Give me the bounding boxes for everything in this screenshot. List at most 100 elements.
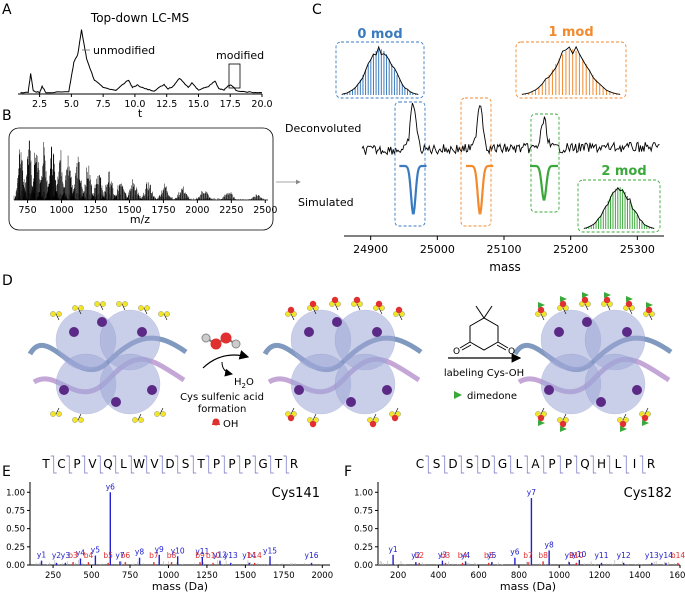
sulfenic-oh bbox=[375, 300, 383, 308]
ion-label-b10: b10 bbox=[206, 551, 221, 560]
chart-a-xtick-label: 17.5 bbox=[220, 99, 241, 110]
y-tick-label: 0.75 bbox=[354, 506, 373, 516]
sulfenic-oh bbox=[537, 414, 545, 422]
chart-b-xtick-label: 1750 bbox=[151, 205, 175, 216]
x-tick-label: 1600 bbox=[669, 571, 685, 581]
sulfur-atom bbox=[50, 311, 56, 317]
sulfenic-oh bbox=[287, 414, 295, 422]
x-tick-label: 1750 bbox=[273, 571, 295, 581]
ion-label-y1: y1 bbox=[37, 551, 46, 560]
sequence-residue: R bbox=[290, 457, 298, 471]
cleavage-marker bbox=[159, 455, 166, 474]
ion-label-y16: y16 bbox=[305, 551, 319, 560]
sulfur-atom bbox=[138, 305, 144, 311]
step2-caption: labeling Cys-OH bbox=[444, 368, 524, 379]
inset-1mod-label: 1 mod bbox=[548, 25, 593, 40]
isotope-envelope bbox=[341, 45, 419, 95]
cleavage-marker bbox=[557, 455, 564, 474]
chart-c-xtick-label: 24900 bbox=[353, 243, 388, 256]
ion-label-y14: y14 bbox=[242, 551, 256, 560]
x-tick-label: 400 bbox=[430, 571, 446, 581]
chart-a-xtick-label: 5.0 bbox=[64, 99, 79, 110]
inset-2mod-frame bbox=[577, 179, 661, 233]
cleavage-marker bbox=[190, 455, 197, 474]
ion-label-y2: y2 bbox=[411, 551, 420, 560]
sequence-residue: W bbox=[133, 457, 145, 471]
modified-box bbox=[228, 63, 241, 89]
metal-ion bbox=[332, 317, 342, 327]
water-release-arrow bbox=[221, 361, 233, 377]
y-tick-label: 1.00 bbox=[354, 488, 373, 498]
chart-b-xtick-label: 1500 bbox=[117, 205, 141, 216]
x-tick-label: 500 bbox=[83, 571, 99, 581]
sulfur-atom bbox=[78, 305, 84, 311]
cleavage-marker bbox=[267, 455, 274, 474]
ion-label-y10: y10 bbox=[171, 546, 185, 555]
peak-box-0mod bbox=[394, 101, 426, 227]
sulfenic-oh bbox=[391, 414, 399, 422]
step1-caption: Cys sulfenic acid bbox=[180, 392, 264, 403]
metal-ion bbox=[554, 327, 564, 337]
chart-a-xtick-label: 2.5 bbox=[32, 99, 47, 110]
x-tick-label: 1200 bbox=[589, 571, 611, 581]
panel-label-f: F bbox=[344, 464, 352, 480]
spectrum-cluster bbox=[247, 194, 267, 200]
chart-a-xlabel: t bbox=[138, 107, 143, 120]
deconvoluted-mass-spectrum: Deconvoluted Simulated 0 mod 1 mod 2 mod… bbox=[285, 25, 664, 274]
sequence-residue: R bbox=[647, 457, 655, 471]
sequence-residue: H bbox=[597, 457, 606, 471]
metal-ion bbox=[59, 385, 69, 395]
sulfur-atom bbox=[56, 311, 62, 317]
ion-label-y6: y6 bbox=[510, 548, 519, 557]
cleavage-marker bbox=[252, 455, 259, 474]
chart-c-xtick-label: 25300 bbox=[620, 243, 655, 256]
dimedone-legend-icon bbox=[454, 391, 462, 399]
spectrum-cluster bbox=[124, 179, 143, 200]
oh-legend-label: OH bbox=[223, 419, 238, 430]
cleavage-marker bbox=[143, 455, 150, 474]
x-tick-label: 800 bbox=[511, 571, 527, 581]
ion-label-y11: y11 bbox=[594, 551, 608, 560]
chart-b-xtick-label: 2250 bbox=[219, 205, 243, 216]
ion-label-y13: y13 bbox=[224, 551, 238, 560]
ion-label-y3: y3 bbox=[61, 551, 70, 560]
inset-1mod: 1 mod bbox=[515, 25, 627, 99]
cleavage-marker bbox=[573, 455, 580, 474]
chart-b-xlabel: m/z bbox=[130, 213, 150, 226]
annotation-unmodified: unmodified bbox=[93, 44, 155, 57]
peak-box-2mod bbox=[530, 113, 560, 213]
dimedone-tag bbox=[538, 302, 545, 308]
water-label: H2O bbox=[234, 377, 254, 390]
ion-label-b7: b7 bbox=[149, 551, 159, 560]
x-tick-label: 2000 bbox=[311, 571, 333, 581]
cleavage-marker bbox=[590, 455, 597, 474]
cleavage-marker bbox=[50, 455, 57, 474]
chart-b-xtick-label: 1000 bbox=[49, 205, 73, 216]
chart-a-xtick-label: 15.0 bbox=[188, 99, 209, 110]
sulfenic-oh bbox=[309, 300, 317, 308]
cleavage-marker bbox=[425, 455, 432, 474]
ion-label-y15: y15 bbox=[263, 546, 277, 555]
sulfur-atom bbox=[144, 305, 150, 311]
metal-ion bbox=[622, 327, 632, 337]
cleavage-marker bbox=[507, 455, 514, 474]
cleavage-marker bbox=[97, 455, 104, 474]
ion-label-b4: b4 bbox=[458, 551, 468, 560]
x-tick-label: 200 bbox=[390, 571, 406, 581]
ion-label-y7: y7 bbox=[527, 488, 536, 497]
chart-e-title: Cys141 bbox=[272, 486, 320, 501]
protein-complex-sulfenic bbox=[262, 296, 423, 428]
ion-label-y9: y9 bbox=[565, 551, 574, 560]
x-tick-label: 750 bbox=[122, 571, 138, 581]
ion-label-y11: y11 bbox=[195, 547, 209, 556]
sequence-residue: I bbox=[633, 457, 637, 471]
deconvoluted-trace bbox=[361, 102, 660, 156]
sulfur-atom bbox=[116, 301, 122, 307]
sequence-residue: G bbox=[498, 457, 507, 471]
sequence-residue: D bbox=[448, 457, 457, 471]
metal-ion bbox=[596, 397, 606, 407]
ion-label-b2: b2 bbox=[414, 551, 424, 560]
panel-label-e: E bbox=[2, 464, 11, 480]
metal-ion bbox=[137, 327, 147, 337]
ion-label-y7: y7 bbox=[115, 551, 124, 560]
